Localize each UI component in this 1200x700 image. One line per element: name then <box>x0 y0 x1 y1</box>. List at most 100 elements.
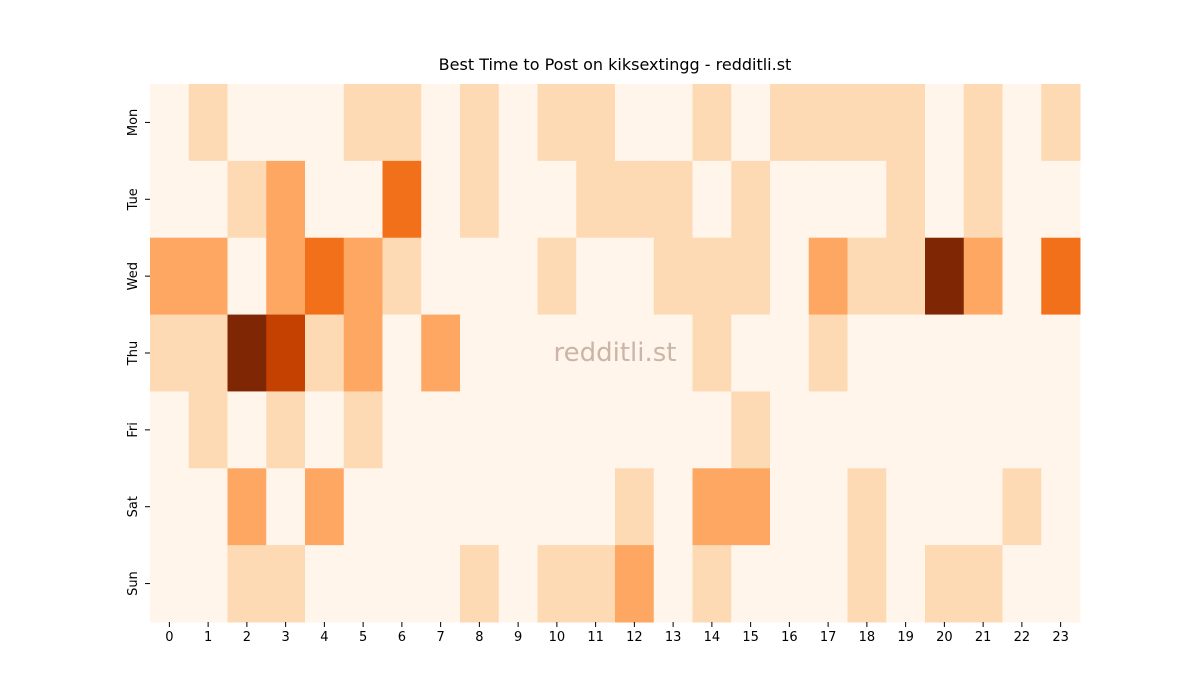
cell <box>963 314 1003 392</box>
cell <box>188 84 228 162</box>
x-tick-label: 17 <box>820 630 837 645</box>
cell <box>1002 391 1042 469</box>
cell <box>886 314 926 392</box>
cell <box>460 468 500 546</box>
y-tick-label: Fri <box>126 422 141 438</box>
cell <box>847 391 887 469</box>
cell <box>1002 160 1042 239</box>
cell <box>305 160 345 239</box>
x-tick-label: 20 <box>936 630 953 645</box>
cell <box>421 468 461 546</box>
cell <box>1002 237 1042 316</box>
cell <box>227 84 267 162</box>
cell <box>498 391 538 469</box>
cell <box>731 237 771 316</box>
x-tick-label: 4 <box>320 630 328 645</box>
cell <box>808 468 848 546</box>
x-tick-label: 22 <box>1014 630 1031 645</box>
cell <box>150 237 190 316</box>
y-tick-label: Mon <box>126 109 141 136</box>
cell <box>305 84 345 162</box>
x-tick-label: 9 <box>514 630 522 645</box>
x-tick-label: 12 <box>626 630 643 645</box>
cell <box>847 314 887 392</box>
cell <box>382 237 422 316</box>
cell <box>615 84 655 162</box>
cell <box>498 84 538 162</box>
cell <box>266 468 306 546</box>
cell <box>1002 314 1042 392</box>
cell <box>886 391 926 469</box>
y-tick-label: Sun <box>126 571 141 596</box>
cell <box>925 314 965 392</box>
x-tick-label: 13 <box>665 630 682 645</box>
x-tick-label: 11 <box>587 630 604 645</box>
cell <box>460 545 500 623</box>
cell <box>1002 545 1042 623</box>
cell <box>382 391 422 469</box>
cell <box>886 160 926 239</box>
cell <box>808 237 848 316</box>
cell <box>653 545 693 623</box>
cell <box>692 84 732 162</box>
cell <box>653 468 693 546</box>
cell <box>808 391 848 469</box>
cell <box>382 160 422 239</box>
cell <box>266 84 306 162</box>
cell <box>460 314 500 392</box>
cell <box>770 84 810 162</box>
x-tick-label: 16 <box>781 630 798 645</box>
cell <box>537 314 577 392</box>
x-tick-label: 1 <box>204 630 212 645</box>
cell <box>537 84 577 162</box>
cell <box>1041 84 1081 162</box>
axes: 0 1 2 3 4 5 6 7 8 9 10 11 12 13 14 15 16 17 18 19 20 21 22 23Mo… <box>126 109 1069 645</box>
cell <box>1002 468 1042 546</box>
cell <box>653 314 693 392</box>
cell <box>382 314 422 392</box>
cell <box>460 237 500 316</box>
cell <box>576 545 616 623</box>
cell <box>731 391 771 469</box>
cell <box>266 391 306 469</box>
cell <box>692 468 732 546</box>
cell <box>731 84 771 162</box>
chart-title: Best Time to Post on kiksextingg - reddi… <box>439 55 792 74</box>
cell <box>615 545 655 623</box>
cell <box>963 84 1003 162</box>
cell <box>692 237 732 316</box>
cell <box>692 314 732 392</box>
x-tick-label: 5 <box>359 630 367 645</box>
cell <box>460 84 500 162</box>
x-tick-label: 8 <box>475 630 483 645</box>
cell <box>1041 468 1081 546</box>
cell <box>692 545 732 623</box>
cell <box>808 160 848 239</box>
cell <box>615 237 655 316</box>
y-tick-label: Sat <box>126 496 141 517</box>
heatmap-cells <box>150 84 1081 623</box>
y-tick-label: Wed <box>126 262 141 290</box>
cell <box>1002 84 1042 162</box>
cell <box>421 545 461 623</box>
x-tick-label: 23 <box>1052 630 1069 645</box>
cell <box>227 545 267 623</box>
cell <box>150 314 190 392</box>
x-tick-label: 14 <box>704 630 721 645</box>
cell <box>460 160 500 239</box>
x-tick-label: 6 <box>398 630 406 645</box>
cell <box>925 84 965 162</box>
cell <box>227 391 267 469</box>
cell <box>1041 314 1081 392</box>
cell <box>770 314 810 392</box>
cell <box>266 237 306 316</box>
x-tick-label: 2 <box>243 630 251 645</box>
cell <box>847 84 887 162</box>
cell <box>150 84 190 162</box>
cell <box>925 545 965 623</box>
x-tick-label: 21 <box>975 630 992 645</box>
cell <box>731 468 771 546</box>
x-tick-label: 18 <box>859 630 876 645</box>
cell <box>537 237 577 316</box>
